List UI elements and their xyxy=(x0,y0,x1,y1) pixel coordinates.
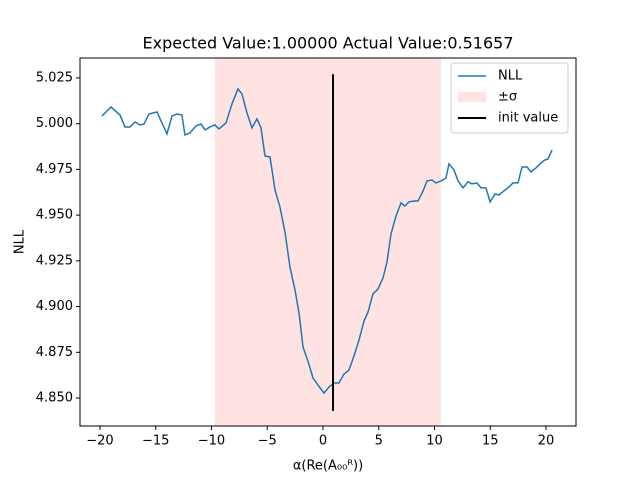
legend-box xyxy=(450,62,569,134)
x-tick-label: 15 xyxy=(482,434,499,449)
legend-label: NLL xyxy=(498,69,523,84)
y-tick-label: 4.950 xyxy=(36,208,73,223)
y-axis-label: NLL xyxy=(13,229,28,254)
plot-frame xyxy=(79,57,577,427)
y-tick-label: 4.850 xyxy=(36,391,73,406)
x-tick-label: 0 xyxy=(319,434,327,449)
line xyxy=(101,87,553,395)
x-tick-label: 5 xyxy=(375,434,383,449)
x-tick-label: −10 xyxy=(198,434,225,449)
y-tick-label: 4.925 xyxy=(36,253,73,268)
y-tick-label: 4.900 xyxy=(36,299,73,314)
x-tick-label: −5 xyxy=(258,434,277,449)
y-tick-label: 4.975 xyxy=(36,162,73,177)
y-tick-label: 4.875 xyxy=(36,345,73,360)
x-tick-label: −20 xyxy=(86,434,113,449)
x-tick-label: 20 xyxy=(538,434,555,449)
x-axis-label: α(Re(A₀₀ᴿ)) xyxy=(293,459,363,474)
chart-title: Expected Value:1.00000 Actual Value:0.51… xyxy=(142,34,513,53)
sigma-span xyxy=(214,58,441,426)
legend-swatch xyxy=(458,92,486,102)
x-tick-label: 10 xyxy=(426,434,443,449)
y-tick-label: 5.000 xyxy=(36,116,73,131)
legend-label: init value xyxy=(498,111,558,126)
x-tick-label: −15 xyxy=(142,434,169,449)
legend-label: ±σ xyxy=(498,90,517,105)
y-tick-label: 5.025 xyxy=(36,70,73,85)
